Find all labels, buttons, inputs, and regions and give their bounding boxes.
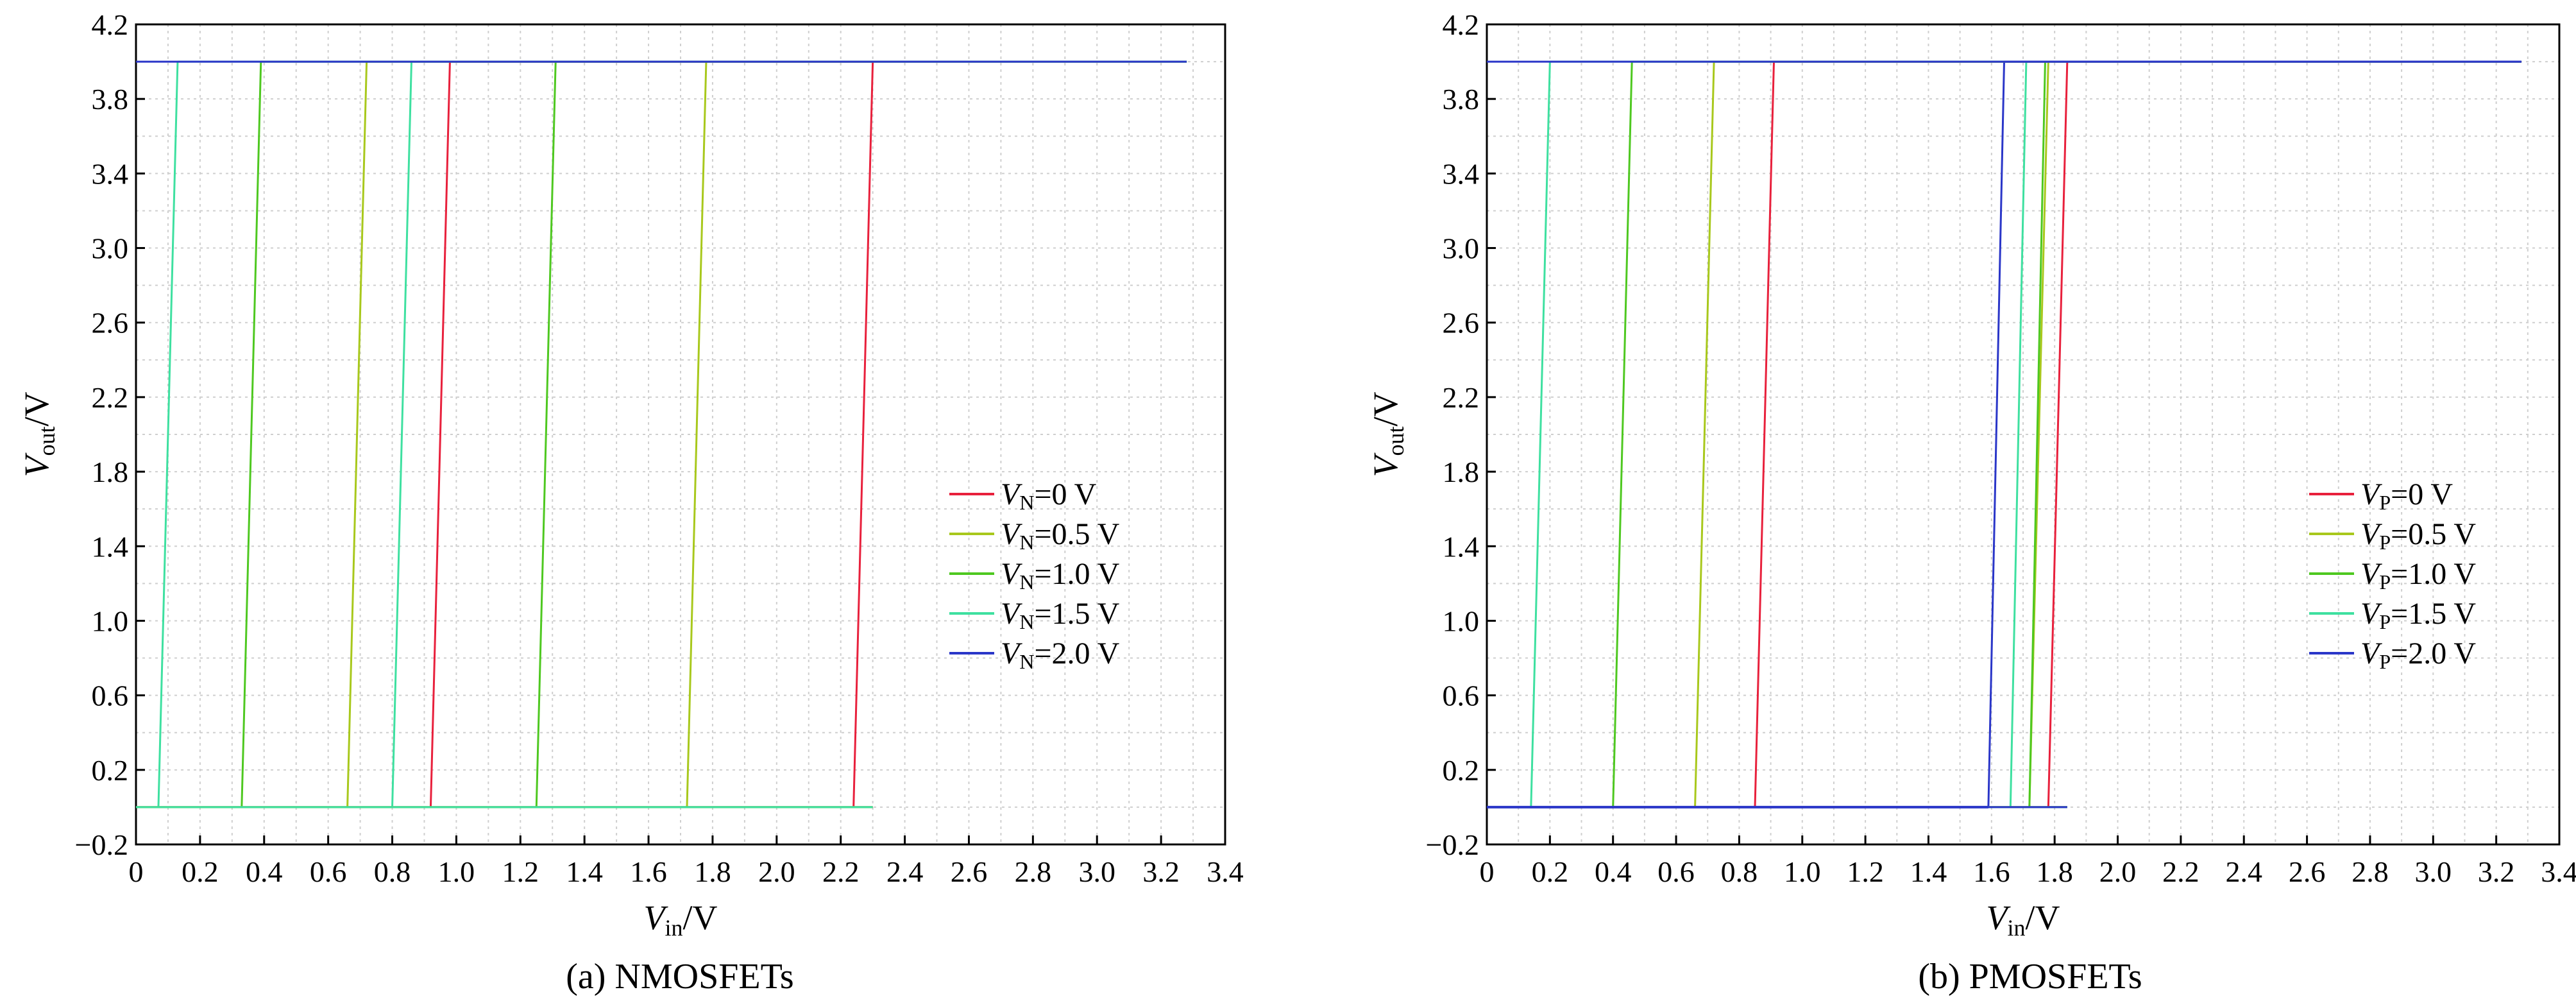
x-tick-label: 1.2 [1847, 855, 1884, 888]
y-axis-label: Vout/V [17, 391, 60, 477]
legend-entry: VN=1.0 V [1001, 557, 1120, 594]
x-tick-label: 0.8 [374, 855, 411, 888]
y-tick-label: 3.4 [92, 157, 129, 190]
y-tick-label: −0.2 [1426, 828, 1479, 861]
y-tick-label: 3.8 [1443, 83, 1480, 116]
x-tick-label: 0.6 [310, 855, 347, 888]
series-step [391, 62, 412, 807]
x-tick-label: 3.0 [2415, 855, 2452, 888]
y-tick-label: 0.2 [1443, 754, 1480, 787]
series-step [1612, 62, 1633, 807]
series-step [2028, 62, 2046, 807]
x-tick-label: 3.0 [1078, 855, 1115, 888]
chart-panel-1: 0 0.2 0.4 0.6 0.8 1.0 1.2 1.4 1.6 1.8 2.0 2.2 2.4 2.6… [17, 8, 1244, 997]
legend-entry: VP=1.5 V [2360, 597, 2476, 633]
x-tick-label: 3.4 [1207, 855, 1244, 888]
x-tick-label: 0.8 [1721, 855, 1758, 888]
x-tick-label: 0.4 [246, 855, 283, 888]
series-step [1530, 62, 1551, 807]
y-tick-label: 4.2 [92, 8, 129, 41]
legend-entry: VN=2.0 V [1001, 637, 1120, 673]
x-tick-label: 2.0 [2099, 855, 2137, 888]
y-tick-label: 1.4 [1443, 530, 1480, 563]
series-step [157, 62, 179, 807]
legend-entry: VN=0 V [1001, 477, 1097, 514]
x-tick-label: 1.6 [1973, 855, 2010, 888]
y-tick-label: 0.2 [92, 754, 129, 787]
x-tick-label: 1.0 [438, 855, 475, 888]
x-tick-label: 3.2 [2478, 855, 2515, 888]
y-tick-label: 3.0 [92, 232, 129, 265]
y-tick-label: 4.2 [1443, 8, 1480, 41]
legend-entry: VP=0.5 V [2360, 517, 2476, 554]
series-step [241, 62, 262, 807]
y-tick-label: 3.8 [92, 83, 129, 116]
series-step [686, 62, 708, 807]
y-tick-label: 2.2 [1443, 381, 1480, 414]
plot-frame [1486, 23, 2561, 846]
legend: VN=0 VVN=0.5 VVN=1.0 VVN=1.5 V VN=2.0 V [949, 477, 1120, 673]
figure-caption: (a) NMOSFETs [566, 957, 793, 997]
x-tick-label: 2.2 [822, 855, 860, 888]
y-tick-label: −0.2 [75, 828, 128, 861]
series-step [429, 62, 451, 807]
x-tick-label: 0.4 [1595, 855, 1632, 888]
y-tick-label: 1.8 [92, 456, 129, 488]
x-tick-label: 2.8 [2351, 855, 2389, 888]
series-step [535, 62, 557, 807]
x-tick-label: 0.2 [1532, 855, 1569, 888]
x-tick-label: 0 [129, 855, 144, 888]
x-tick-label: 1.6 [630, 855, 667, 888]
plot-frame [135, 23, 1226, 846]
x-tick-label: 2.2 [2162, 855, 2199, 888]
y-tick-label: 1.0 [1443, 604, 1480, 637]
y-tick-label: 1.4 [92, 530, 129, 563]
x-tick-label: 1.4 [566, 855, 603, 888]
x-tick-label: 2.4 [2225, 855, 2262, 888]
figure-caption: (b) PMOSFETs [1918, 957, 2142, 997]
legend: VP=0 VVP=0.5 VVP=1.0 VVP=1.5 V VP=2.0 V [2309, 477, 2476, 673]
x-tick-label: 2.6 [951, 855, 988, 888]
series-step [1754, 62, 1775, 807]
y-tick-label: 2.6 [1443, 307, 1480, 339]
x-tick-label: 1.8 [2036, 855, 2073, 888]
y-tick-label: 1.0 [92, 604, 129, 637]
x-tick-label: 1.0 [1784, 855, 1821, 888]
y-tick-label: 0.6 [1443, 680, 1480, 712]
y-axis-label: Vout/V [1366, 391, 1409, 477]
x-tick-label: 0 [1480, 855, 1495, 888]
y-tick-label: 3.4 [1443, 157, 1480, 190]
y-tick-label: 2.6 [92, 307, 129, 339]
series-step [1987, 62, 2005, 807]
x-tick-label: 1.8 [694, 855, 731, 888]
x-axis-label: Vin/V [1986, 898, 2060, 941]
y-tick-label: 3.0 [1443, 232, 1480, 265]
series-step [2047, 62, 2069, 807]
x-tick-label: 3.2 [1142, 855, 1180, 888]
legend-entry: VP=0 V [2360, 477, 2453, 514]
x-tick-label: 1.2 [502, 855, 539, 888]
legend-entry: VP=2.0 V [2360, 637, 2476, 673]
y-tick-label: 1.8 [1443, 456, 1480, 488]
x-tick-label: 1.4 [1910, 855, 1947, 888]
legend-entry: VN=1.5 V [1001, 597, 1120, 633]
x-tick-label: 2.0 [758, 855, 795, 888]
series-step [852, 62, 874, 807]
x-axis-label: Vin/V [643, 898, 717, 941]
series-step [346, 62, 368, 807]
series-step [2009, 62, 2028, 807]
x-tick-label: 0.2 [182, 855, 219, 888]
x-tick-label: 2.6 [2289, 855, 2326, 888]
legend-entry: VP=1.0 V [2360, 557, 2476, 594]
chart-panel-2: 0 0.2 0.4 0.6 0.8 1.0 1.2 1.4 1.6 1.8 2.0 2.2 2.4 2.6… [1366, 8, 2576, 997]
y-tick-label: 2.2 [92, 381, 129, 414]
x-tick-label: 0.6 [1657, 855, 1695, 888]
x-tick-label: 2.8 [1015, 855, 1052, 888]
y-tick-label: 0.6 [92, 680, 129, 712]
series-step [1694, 62, 1715, 807]
legend-entry: VN=0.5 V [1001, 517, 1120, 554]
x-tick-label: 3.4 [2541, 855, 2576, 888]
x-tick-label: 2.4 [886, 855, 924, 888]
